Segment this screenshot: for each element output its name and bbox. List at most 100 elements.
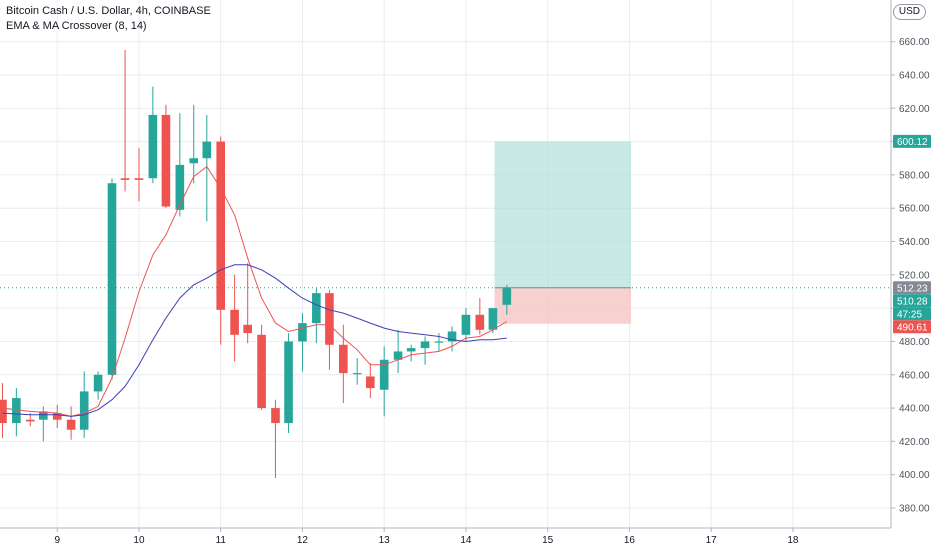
y-tick-label: 520.00 <box>899 270 930 281</box>
x-tick-label: 10 <box>133 535 145 546</box>
candle <box>66 406 76 440</box>
price-tag-label: 512.23 <box>897 283 928 294</box>
stop-loss-zone[interactable] <box>494 287 632 324</box>
y-tick-label: 640.00 <box>899 70 930 81</box>
candle <box>379 346 389 417</box>
y-tick-label: 420.00 <box>899 437 930 448</box>
candle-body <box>420 341 430 349</box>
candle-body <box>325 293 334 345</box>
price-tags: 600.12 512.23 510.28 47:25 490.61 <box>893 134 931 334</box>
indicator-lines <box>2 165 508 417</box>
price-tag-label: 510.28 <box>897 296 928 307</box>
x-tick-label: 15 <box>542 535 554 546</box>
candle-body <box>352 373 362 375</box>
candle <box>393 329 403 374</box>
candle-body <box>25 419 35 422</box>
candlestick-series <box>0 49 512 479</box>
price-tag-box <box>893 320 931 334</box>
x-tick-label: 16 <box>624 535 636 546</box>
candle-body <box>312 293 321 324</box>
candle <box>161 104 171 209</box>
candle-body <box>148 114 158 179</box>
candle-body <box>175 164 185 210</box>
candle-body <box>120 178 130 180</box>
candle <box>25 413 35 427</box>
candle <box>271 399 280 479</box>
x-tick-label: 9 <box>54 535 60 546</box>
candle <box>406 344 416 362</box>
candle <box>284 333 293 434</box>
profit-zone[interactable] <box>494 141 632 288</box>
price-tag-box <box>893 307 931 321</box>
candle <box>107 178 117 380</box>
candle <box>12 388 21 437</box>
candle-body <box>406 348 416 352</box>
y-tick-label: 460.00 <box>899 370 930 381</box>
y-tick-label: 660.00 <box>899 37 930 48</box>
candle-body <box>216 141 226 310</box>
candle-body <box>12 398 21 424</box>
candle-body <box>488 308 498 330</box>
x-tick-label: 11 <box>216 535 227 546</box>
candle-body <box>93 374 103 392</box>
price-tag-label: 490.61 <box>897 322 928 333</box>
candle <box>352 358 362 385</box>
x-tick-label: 14 <box>460 535 472 546</box>
candle <box>79 371 89 439</box>
x-tick-label: 17 <box>706 535 718 546</box>
price-tag: 490.61 <box>893 320 931 334</box>
candle <box>230 274 239 362</box>
candle <box>325 289 334 370</box>
candle-body <box>39 411 48 420</box>
candle-body <box>52 413 62 420</box>
candle <box>0 383 7 439</box>
candle <box>488 308 498 334</box>
candle <box>243 263 252 344</box>
candle-body <box>66 419 76 430</box>
long-position-zones[interactable] <box>0 141 891 324</box>
candle <box>461 308 471 342</box>
candle-body <box>271 408 280 424</box>
candle <box>365 363 375 399</box>
candle <box>202 114 212 222</box>
candle <box>134 148 144 202</box>
candle-body <box>434 341 444 343</box>
ma-14-line <box>2 264 507 417</box>
y-tick-label: 400.00 <box>899 470 930 481</box>
candle-body <box>107 183 117 375</box>
price-tag: 600.12 <box>893 134 931 148</box>
chart-legend: Bitcoin Cash / U.S. Dollar, 4h, COINBASE… <box>6 4 211 34</box>
x-tick-label: 18 <box>787 535 799 546</box>
x-tick-label: 12 <box>297 535 309 546</box>
grid-lines <box>0 0 891 528</box>
price-tag-label: 600.12 <box>897 137 928 148</box>
symbol-title[interactable]: Bitcoin Cash / U.S. Dollar, 4h, COINBASE <box>6 5 211 17</box>
indicator-label[interactable]: EMA & MA Crossover (8, 14) <box>6 20 147 32</box>
candle <box>120 49 130 192</box>
candle-body <box>298 323 307 342</box>
price-tag: 510.28 <box>893 294 931 308</box>
candle <box>175 113 185 217</box>
candle-body <box>0 399 7 424</box>
price-tag: 512.23 <box>893 281 931 295</box>
ema-8-line <box>2 165 508 417</box>
currency-button[interactable]: USD <box>892 4 926 20</box>
candle <box>339 324 348 404</box>
candle-body <box>230 309 239 335</box>
candle <box>298 313 307 372</box>
x-tick-label: 13 <box>379 535 391 546</box>
candle-body <box>502 288 512 305</box>
price-tag-label: 47:25 <box>897 309 922 320</box>
candle-body <box>339 344 348 374</box>
y-tick-label: 480.00 <box>899 337 930 348</box>
price-tag-box <box>893 281 931 295</box>
candle <box>189 104 199 184</box>
candle <box>93 371 103 400</box>
candle-body <box>243 324 252 334</box>
candle-body <box>257 334 266 409</box>
candle-body <box>189 158 199 164</box>
candle-body <box>134 178 144 180</box>
candle <box>216 136 226 345</box>
